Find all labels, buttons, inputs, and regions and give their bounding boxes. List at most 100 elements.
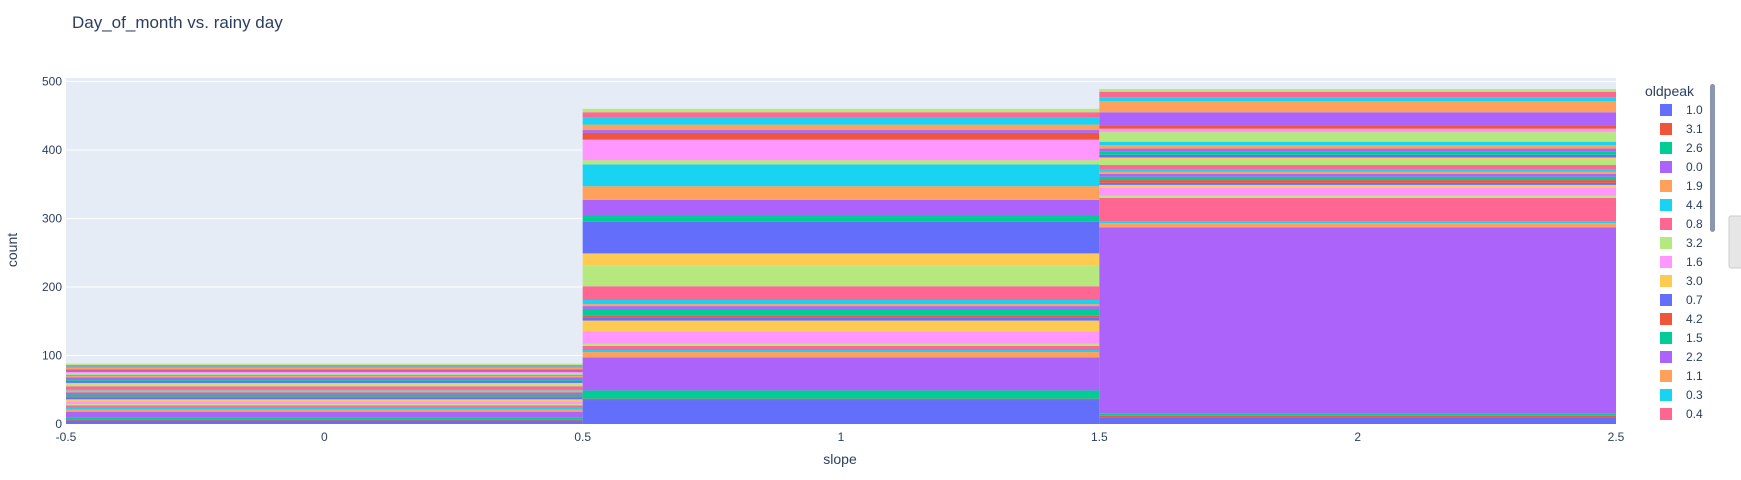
legend-label: 0.0 xyxy=(1686,160,1703,174)
page-scroll-thumb[interactable] xyxy=(1728,215,1741,269)
legend-label: 1.6 xyxy=(1686,255,1703,269)
bar-segment xyxy=(66,405,583,408)
legend-item[interactable]: 3.2 xyxy=(1660,236,1703,250)
legend-swatch xyxy=(1660,351,1672,363)
bar-segment xyxy=(582,352,1100,358)
legend-item[interactable]: 3.1 xyxy=(1660,122,1703,136)
bar-segment xyxy=(1099,180,1616,183)
bar-segment xyxy=(582,124,1100,131)
bar-segment xyxy=(66,380,583,383)
bar-segment xyxy=(1099,91,1616,98)
bar-segment xyxy=(1099,128,1616,133)
legend-item[interactable]: 4.4 xyxy=(1660,198,1703,212)
legend-item[interactable]: 2.6 xyxy=(1660,141,1703,155)
legend-item[interactable]: 0.7 xyxy=(1660,293,1703,307)
legend-item[interactable]: 2.2 xyxy=(1660,350,1703,364)
bar-segment xyxy=(66,367,583,370)
y-tick-label: 0 xyxy=(55,417,62,431)
bar-segment xyxy=(1099,132,1616,142)
bar-segment xyxy=(1099,195,1616,198)
legend-item[interactable]: 0.3 xyxy=(1660,388,1703,402)
bar-segment xyxy=(582,308,1100,316)
bar-segment xyxy=(582,160,1100,165)
bar-segment xyxy=(66,384,583,387)
bar-segment xyxy=(66,411,583,418)
bar-segment xyxy=(582,265,1100,287)
legend-item[interactable]: 0.4 xyxy=(1660,407,1703,421)
bar-segment xyxy=(582,130,1100,133)
bar-segment xyxy=(1099,154,1616,158)
bar-segment xyxy=(582,315,1100,318)
bar-segment xyxy=(1099,171,1616,174)
bar-segment xyxy=(582,108,1100,113)
bar-segment xyxy=(582,215,1100,222)
bar-segment xyxy=(582,199,1100,216)
legend-label: 3.1 xyxy=(1686,122,1703,136)
legend: oldpeak 1.0 3.1 2.6 0.0 1.9 4.4 0.8 3.2 1.6 3.0 0.… xyxy=(1645,83,1703,421)
bar-segment xyxy=(66,377,583,380)
bar-segment xyxy=(66,376,583,378)
bar-segment xyxy=(582,317,1100,321)
bar-segment xyxy=(1099,151,1616,155)
bar-segment xyxy=(1099,182,1616,185)
legend-item[interactable]: 3.0 xyxy=(1660,274,1703,288)
legend-item[interactable]: 4.2 xyxy=(1660,312,1703,326)
y-tick-label: 200 xyxy=(42,280,62,294)
legend-swatch xyxy=(1660,180,1672,192)
bar-segment xyxy=(66,409,583,412)
bar-segment xyxy=(66,370,583,372)
bar-segment xyxy=(582,320,1100,332)
bar-segment xyxy=(66,371,583,374)
bar-segment xyxy=(1099,165,1616,170)
x-axis-title: slope xyxy=(823,451,857,467)
bar-segment xyxy=(66,419,583,421)
legend-swatch xyxy=(1660,332,1672,344)
bar-segment xyxy=(1099,221,1616,224)
legend-swatch xyxy=(1660,370,1672,382)
bar-segment xyxy=(1099,148,1616,152)
legend-item[interactable]: 1.6 xyxy=(1660,255,1703,269)
legend-swatch xyxy=(1660,218,1672,230)
bar-segment xyxy=(66,366,583,368)
bar-segment xyxy=(66,379,583,381)
legend-item[interactable]: 1.1 xyxy=(1660,369,1703,383)
legend-swatch xyxy=(1660,408,1672,420)
bar-segment xyxy=(1099,145,1616,149)
legend-label: 2.2 xyxy=(1686,350,1703,364)
legend-label: 2.6 xyxy=(1686,141,1703,155)
y-axis-title: count xyxy=(4,233,20,267)
bar-segment xyxy=(582,345,1100,351)
bar-segment xyxy=(1099,415,1616,418)
y-tick-label: 400 xyxy=(42,143,62,157)
x-tick-label: 1.5 xyxy=(1091,430,1108,444)
bar-segment xyxy=(66,369,583,371)
bar-segment xyxy=(1099,176,1616,181)
bar-segment xyxy=(582,331,1100,344)
legend-swatch xyxy=(1660,142,1672,154)
legend-label: 4.2 xyxy=(1686,312,1703,326)
bar-segment xyxy=(66,373,583,375)
legend-scrollbar[interactable] xyxy=(1710,84,1715,232)
legend-swatch xyxy=(1660,199,1672,211)
bar-segment xyxy=(66,363,583,366)
legend-swatch xyxy=(1660,237,1672,249)
bar-segment xyxy=(582,286,1100,300)
legend-item[interactable]: 0.0 xyxy=(1660,160,1703,174)
legend-label: 3.2 xyxy=(1686,236,1703,250)
bar-segment xyxy=(1099,101,1616,113)
bar-segment xyxy=(582,117,1100,125)
x-tick-label: 0 xyxy=(321,430,328,444)
legend-item[interactable]: 1.9 xyxy=(1660,179,1703,193)
bar-segment xyxy=(66,386,583,390)
bar-segment xyxy=(1099,169,1616,172)
bar-segment xyxy=(66,389,583,391)
legend-swatch xyxy=(1660,275,1672,287)
legend-item[interactable]: 1.5 xyxy=(1660,331,1703,345)
legend-label: 0.7 xyxy=(1686,293,1703,307)
legend-item[interactable]: 1.0 xyxy=(1660,103,1703,117)
bar-segment xyxy=(582,132,1100,140)
bar-segment xyxy=(66,394,583,397)
legend-item[interactable]: 0.8 xyxy=(1660,217,1703,231)
legend-label: 0.8 xyxy=(1686,217,1703,231)
